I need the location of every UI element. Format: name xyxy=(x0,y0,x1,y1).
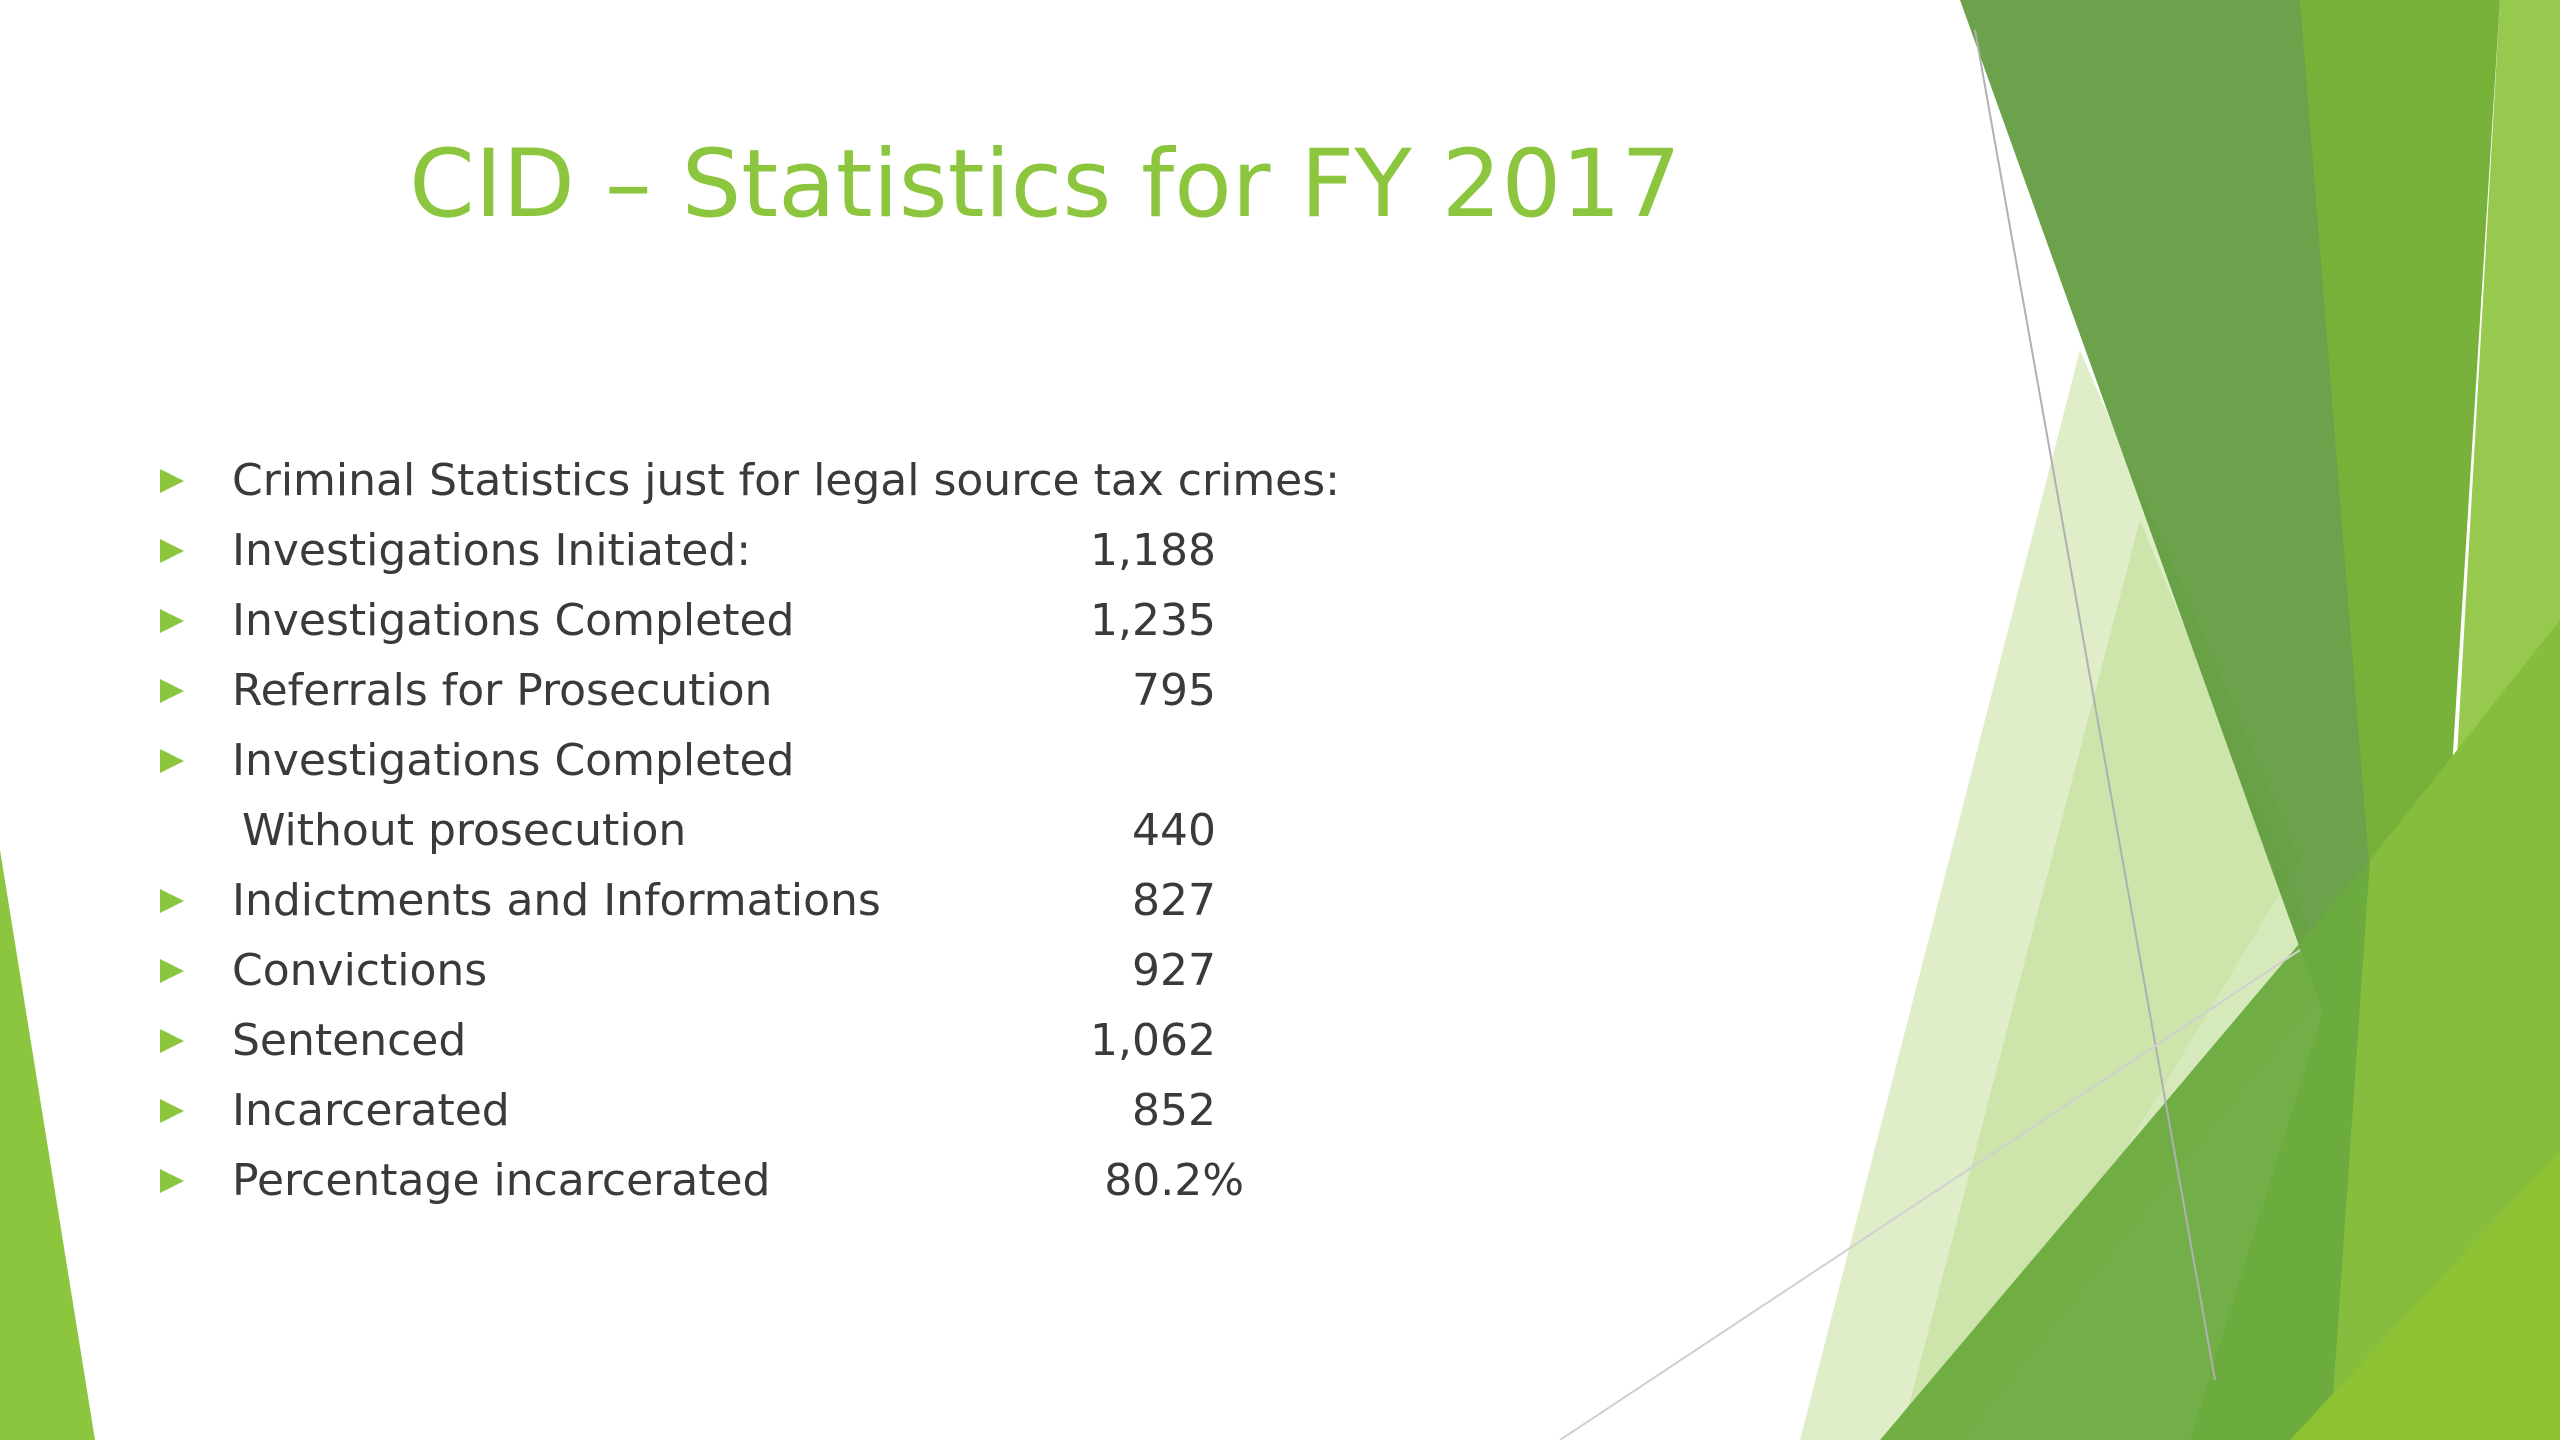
stat-row: Without prosecution 440 xyxy=(160,796,1216,866)
deco-light-facet-2 xyxy=(1900,520,2330,1440)
stat-value: 1,188 xyxy=(1090,525,1216,576)
stat-label: Indictments and Informations xyxy=(232,875,881,926)
stat-label: Criminal Statistics just for legal sourc… xyxy=(232,455,1340,506)
deco-corner-accent xyxy=(2290,1150,2560,1440)
stat-value: 1,235 xyxy=(1090,595,1216,646)
stat-value: 827 xyxy=(1132,875,1216,926)
stat-label: Percentage incarcerated xyxy=(232,1155,771,1206)
bullet-triangle-icon xyxy=(160,889,184,913)
stat-value: 795 xyxy=(1132,665,1216,716)
deco-left-sliver xyxy=(0,850,95,1440)
bullet-triangle-icon xyxy=(160,749,184,773)
stat-row: Incarcerated 852 xyxy=(160,1076,1216,1146)
stat-row: Convictions 927 xyxy=(160,936,1216,1006)
stat-label: Investigations Initiated: xyxy=(232,525,752,576)
stat-label: Investigations Completed xyxy=(232,595,795,646)
stat-value: 852 xyxy=(1132,1085,1216,1136)
stat-row: Investigations Initiated: 1,188 xyxy=(160,516,1216,586)
slide-title: CID – Statistics for FY 2017 xyxy=(409,130,1681,239)
stat-label: Incarcerated xyxy=(232,1085,510,1136)
stat-row: Indictments and Informations 827 xyxy=(160,866,1216,936)
stat-row: Investigations Completed 1,235 xyxy=(160,586,1216,656)
stat-row: Referrals for Prosecution 795 xyxy=(160,656,1216,726)
stat-label: Referrals for Prosecution xyxy=(232,665,773,716)
stat-row: Investigations Completed xyxy=(160,726,1160,796)
stat-value: 440 xyxy=(1132,805,1216,856)
deco-dark-band xyxy=(1960,0,2410,1060)
stat-value: 1,062 xyxy=(1090,1015,1216,1066)
bullet-triangle-icon xyxy=(160,1099,184,1123)
stat-value: 927 xyxy=(1132,945,1216,996)
bullet-triangle-icon xyxy=(160,959,184,983)
deco-bottom-green xyxy=(1880,860,2370,1440)
stat-label: Sentenced xyxy=(232,1015,467,1066)
bullet-triangle-icon xyxy=(160,609,184,633)
stat-row: Criminal Statistics just for legal sourc… xyxy=(160,446,1340,516)
stat-row: Sentenced 1,062 xyxy=(160,1006,1216,1076)
bullet-triangle-icon xyxy=(160,1029,184,1053)
deco-olive-band xyxy=(2300,0,2500,1000)
bullet-triangle-icon xyxy=(160,1169,184,1193)
deco-thin-line-1 xyxy=(1974,29,2216,1381)
stat-label: Investigations Completed xyxy=(232,735,795,786)
stat-label: Without prosecution xyxy=(242,805,687,856)
bullet-triangle-icon xyxy=(160,679,184,703)
stat-value: 80.2% xyxy=(1104,1155,1244,1206)
bullet-triangle-icon xyxy=(160,539,184,563)
bullet-triangle-icon xyxy=(160,469,184,493)
stat-row: Percentage incarcerated 80.2% xyxy=(160,1146,1244,1216)
stat-label: Convictions xyxy=(232,945,488,996)
statistics-list: Criminal Statistics just for legal sourc… xyxy=(160,446,1340,1216)
deco-thin-line-2 xyxy=(1559,949,2301,1440)
